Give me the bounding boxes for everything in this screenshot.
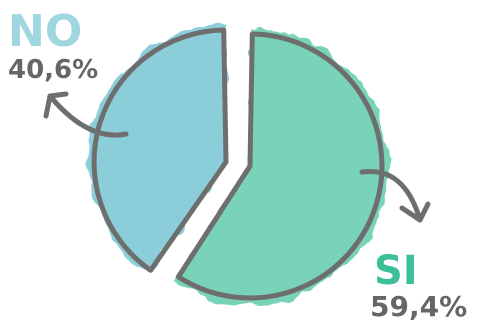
slice-outline-no <box>91 27 229 273</box>
arrowhead-no <box>43 91 69 119</box>
label-si: SI <box>374 248 418 294</box>
slice-texture-si <box>173 27 389 304</box>
arrowhead-si <box>399 201 431 223</box>
arrow-no <box>47 93 129 138</box>
pie-outlines <box>91 27 385 301</box>
slice-outline-si <box>175 31 385 301</box>
label-no: NO <box>8 6 82 57</box>
value-label-si: 59,4% <box>370 290 467 323</box>
value-label-no: 40,6% <box>8 55 98 85</box>
pie-slices <box>88 24 389 304</box>
slice-texture-no <box>88 24 227 277</box>
label-arrows <box>43 91 431 223</box>
arrow-si <box>359 168 423 223</box>
